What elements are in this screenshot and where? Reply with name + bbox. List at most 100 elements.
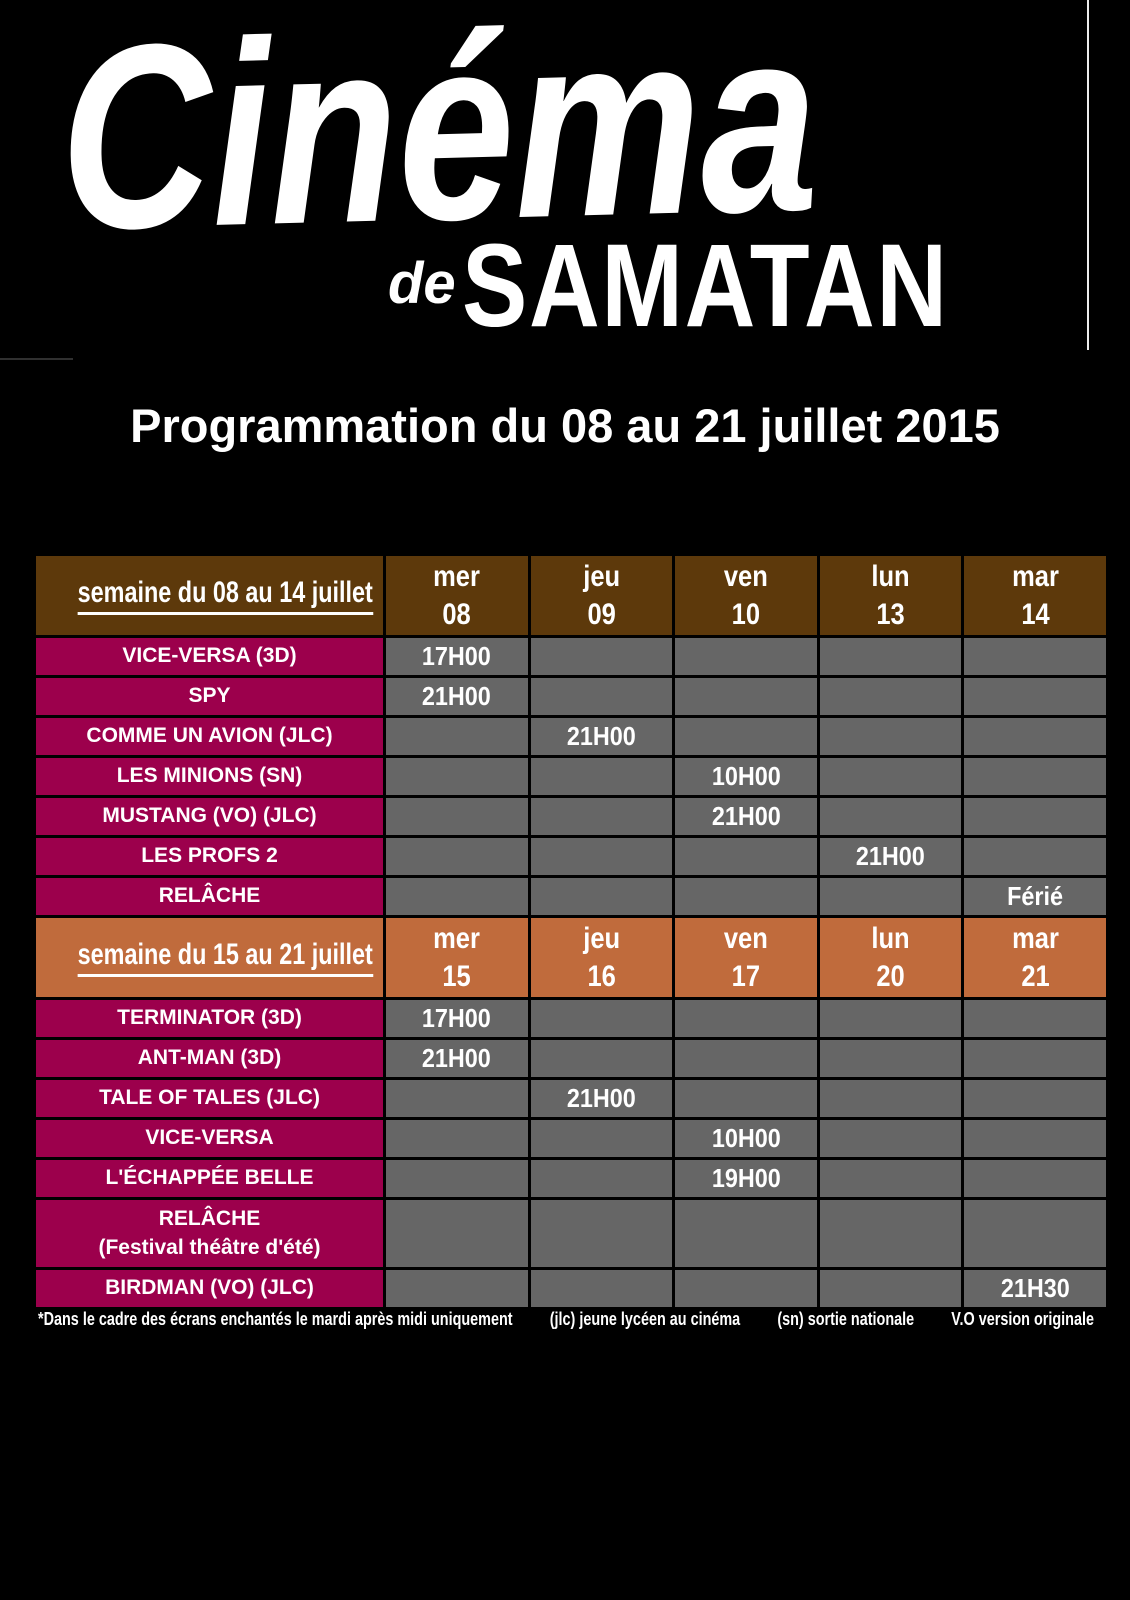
film-title: VICE-VERSA (3D) <box>122 644 297 668</box>
film-title: MUSTANG (VO) (JLC) <box>102 804 317 828</box>
week-label-cell: semaine du 15 au 21 juillet <box>33 915 386 1000</box>
empty-cell <box>383 795 531 838</box>
week-label-cell: semaine du 08 au 14 juillet <box>33 553 386 638</box>
logo-samatan-text: SAMATAN <box>462 220 949 352</box>
showtime-cell: 21H00 <box>383 1037 531 1080</box>
film-title: COMME UN AVION (JLC) <box>86 724 333 748</box>
empty-cell <box>816 1037 965 1080</box>
day-name: jeu <box>582 922 620 955</box>
day-header-cell: mar 21 <box>961 915 1109 1000</box>
week-label-text: semaine du 15 au 21 juillet <box>77 938 373 977</box>
empty-cell <box>816 755 965 798</box>
empty-cell <box>816 1157 965 1200</box>
day-number: 13 <box>876 597 905 631</box>
day-number: 10 <box>731 597 761 631</box>
empty-cell <box>961 1037 1109 1080</box>
empty-cell <box>672 715 820 758</box>
empty-cell <box>816 795 965 838</box>
day-number: 15 <box>442 959 471 993</box>
day-header-cell: ven 10 <box>672 553 820 638</box>
day-number: 20 <box>876 959 905 993</box>
day-header-cell: mar 14 <box>961 553 1109 638</box>
empty-cell <box>816 715 965 758</box>
film-row: RELÂCHE Férié <box>33 875 1109 918</box>
footnote-ecrans-enchantes: *Dans le cadre des écrans enchantés le m… <box>38 1309 513 1329</box>
empty-cell <box>961 675 1109 718</box>
showtime-text: Férié <box>1007 881 1064 911</box>
empty-cell <box>961 1117 1109 1160</box>
showtime-cell: 17H00 <box>383 997 531 1040</box>
film-title-cell: COMME UN AVION (JLC) <box>33 715 386 758</box>
day-header-text: jeu 16 <box>583 920 620 995</box>
empty-cell <box>527 635 676 678</box>
showtime-cell: 21H00 <box>816 835 965 878</box>
empty-cell <box>527 1197 676 1270</box>
empty-cell <box>961 795 1109 838</box>
empty-cell <box>527 795 676 838</box>
week-header-row: semaine du 15 au 21 juillet mer 15 jeu 16 ven… <box>33 915 1109 1000</box>
showtime-cell: 17H00 <box>383 635 531 678</box>
empty-cell <box>961 635 1109 678</box>
showtime-text: 10H00 <box>711 1123 781 1153</box>
showtime-text: 21H30 <box>1000 1273 1070 1303</box>
showtime-text: 21H00 <box>422 1043 492 1073</box>
film-title: BIRDMAN (VO) (JLC) <box>105 1276 314 1300</box>
film-title-cell: ANT-MAN (3D) <box>33 1037 386 1080</box>
empty-cell <box>527 997 676 1040</box>
film-row: COMME UN AVION (JLC) 21H00 <box>33 715 1109 758</box>
showtime-cell: 10H00 <box>672 1117 820 1160</box>
film-title: TERMINATOR (3D) <box>117 1006 302 1030</box>
showtime-cell: 21H30 <box>961 1267 1109 1310</box>
empty-cell <box>383 1117 531 1160</box>
film-title-cell: VICE-VERSA (3D) <box>33 635 386 678</box>
day-name: ven <box>724 560 768 593</box>
day-name: lun <box>871 922 910 955</box>
empty-cell <box>961 1077 1109 1120</box>
empty-cell <box>816 1197 965 1270</box>
film-row: MUSTANG (VO) (JLC) 21H00 <box>33 795 1109 838</box>
film-row: LES MINIONS (SN) 10H00 <box>33 755 1109 798</box>
showtime-text: 21H00 <box>422 681 492 711</box>
film-title-cell: TERMINATOR (3D) <box>33 997 386 1040</box>
logo-right-edge-line <box>1087 0 1089 350</box>
day-header-text: mar 14 <box>1012 558 1059 633</box>
film-subtitle: (Festival théâtre d'été) <box>98 1235 321 1259</box>
day-name: mar <box>1011 922 1059 955</box>
film-title: VICE-VERSA <box>145 1126 274 1150</box>
day-header-text: mar 21 <box>1012 920 1059 995</box>
day-header-cell: jeu 16 <box>527 915 676 1000</box>
day-header-text: mer 15 <box>433 920 480 995</box>
day-number: 16 <box>587 959 616 993</box>
film-row: BIRDMAN (VO) (JLC) 21H30 <box>33 1267 1109 1310</box>
empty-cell <box>527 1037 676 1080</box>
empty-cell <box>672 675 820 718</box>
day-number: 09 <box>587 597 616 631</box>
film-title: LES MINIONS (SN) <box>116 764 303 788</box>
film-row: VICE-VERSA (3D) 17H00 <box>33 635 1109 678</box>
day-header-cell: mer 15 <box>383 915 531 1000</box>
film-title-cell: VICE-VERSA <box>33 1117 386 1160</box>
film-title-cell: RELÂCHE <box>33 875 386 918</box>
empty-cell <box>527 875 676 918</box>
empty-cell <box>672 635 820 678</box>
day-header-text: ven 10 <box>724 558 768 633</box>
film-title-cell: TALE OF TALES (JLC) <box>33 1077 386 1120</box>
showtime-text: 21H00 <box>566 1083 636 1113</box>
day-number: 17 <box>731 959 761 993</box>
film-row: TERMINATOR (3D) 17H00 <box>33 997 1109 1040</box>
film-title: SPY <box>188 684 231 708</box>
footnote-vo: V.O version originale <box>951 1309 1094 1329</box>
showtime-text: 21H00 <box>856 841 926 871</box>
empty-cell <box>383 715 531 758</box>
day-header-cell: mer 08 <box>383 553 531 638</box>
film-row: LES PROFS 2 21H00 <box>33 835 1109 878</box>
film-title: TALE OF TALES (JLC) <box>99 1086 320 1110</box>
film-row: TALE OF TALES (JLC) 21H00 <box>33 1077 1109 1120</box>
showtime-cell: 21H00 <box>383 675 531 718</box>
film-title-cell: BIRDMAN (VO) (JLC) <box>33 1267 386 1310</box>
empty-cell <box>961 997 1109 1040</box>
empty-cell <box>672 1197 820 1270</box>
showtime-cell: 21H00 <box>672 795 820 838</box>
film-row: SPY 21H00 <box>33 675 1109 718</box>
